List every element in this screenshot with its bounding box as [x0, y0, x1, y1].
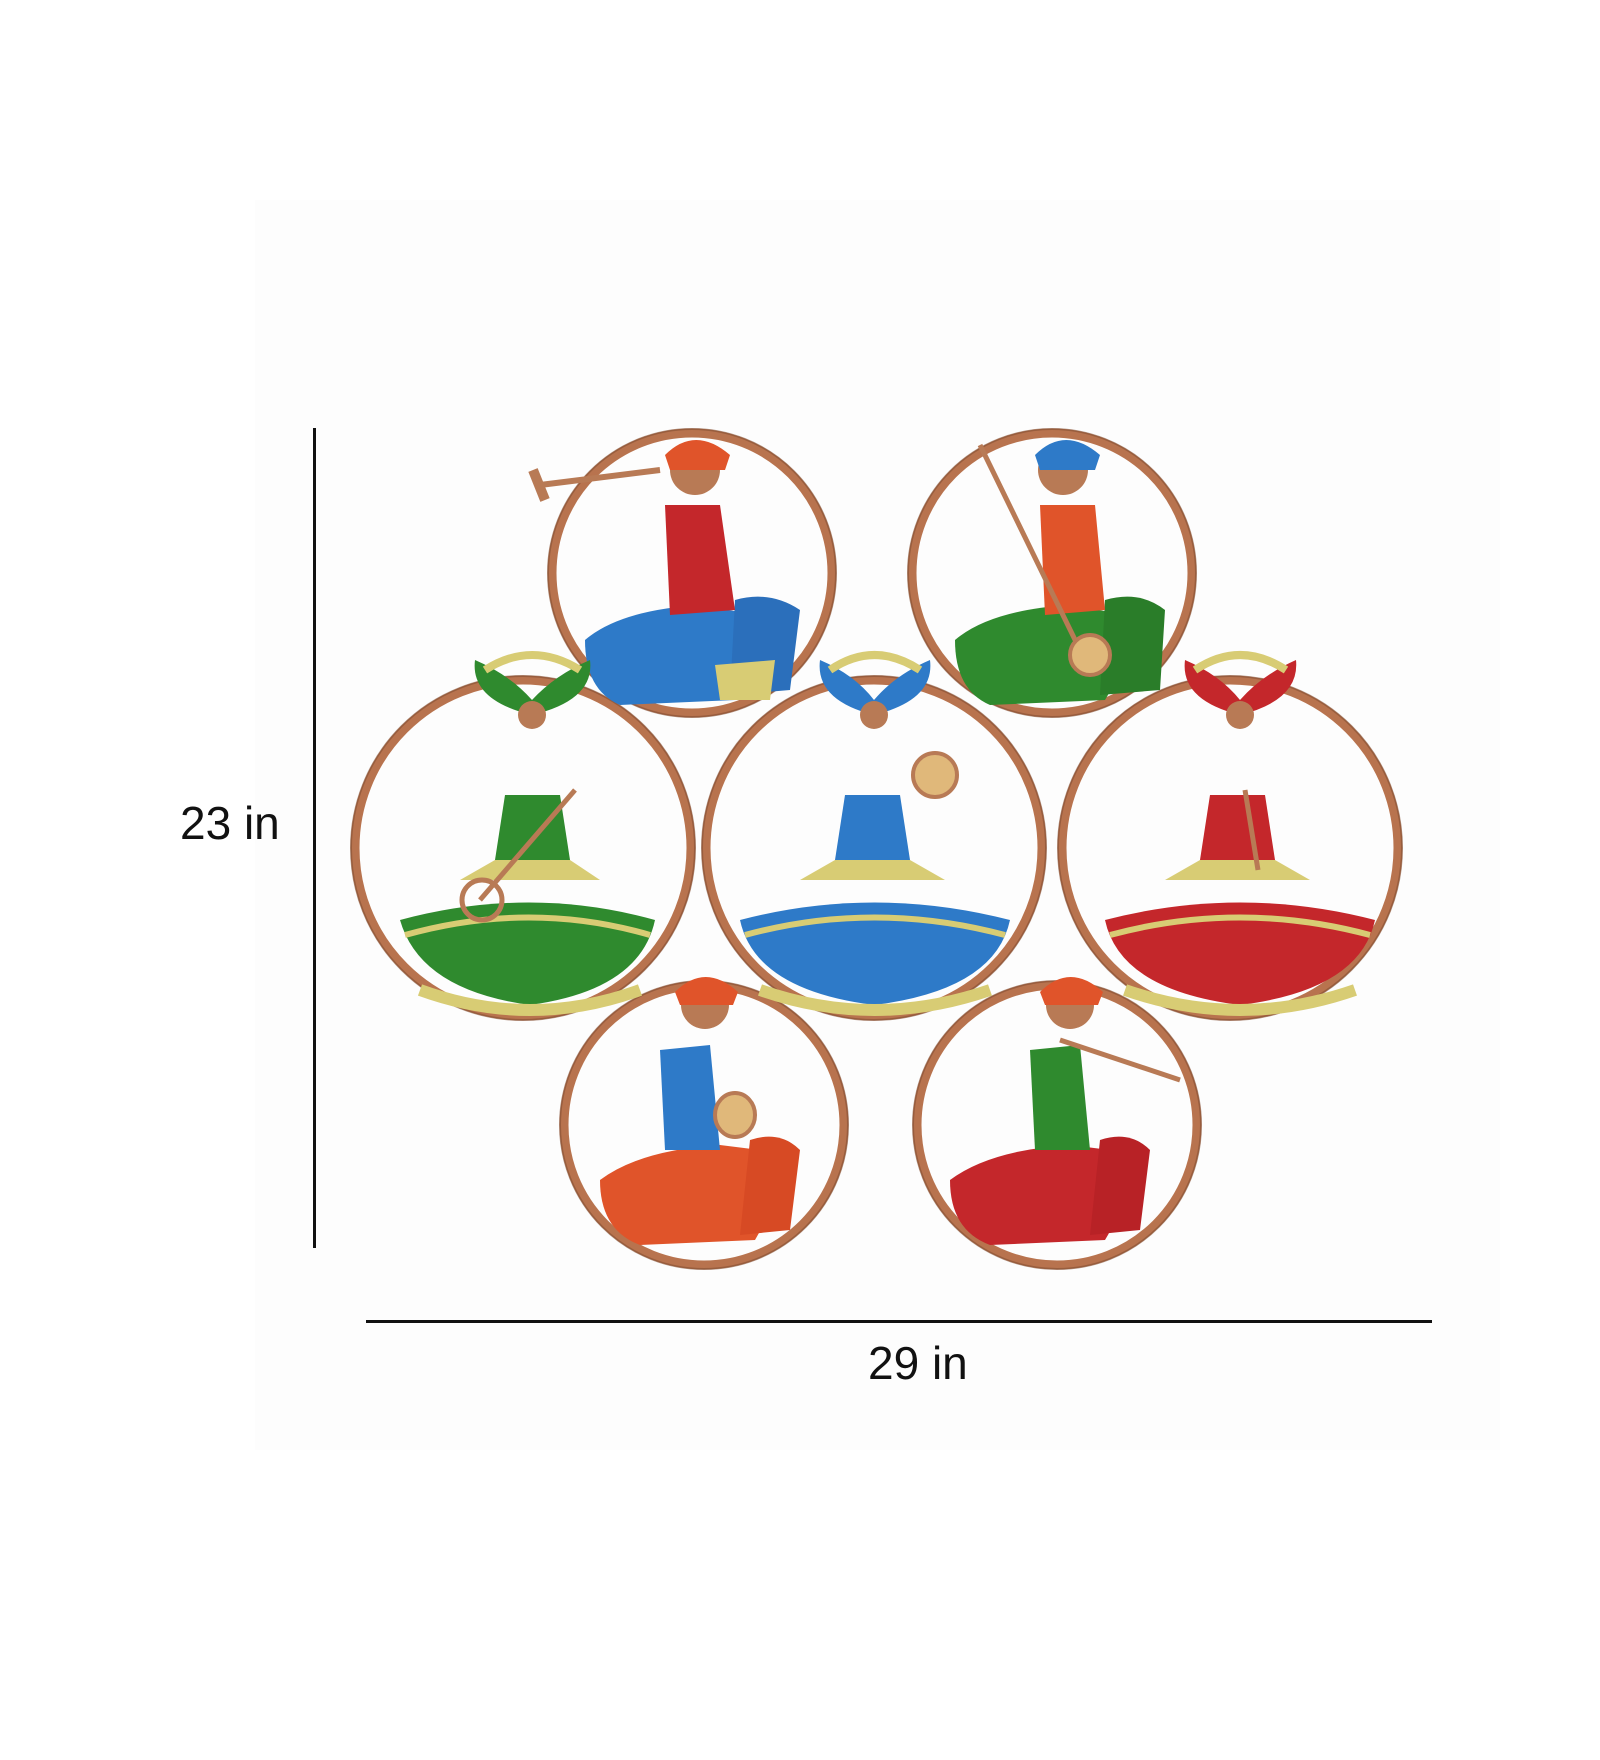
drummer-figure [600, 977, 800, 1245]
height-dimension-label: 23 in [180, 797, 280, 849]
trumpet-player-figure [528, 440, 800, 705]
ring-top-right [907, 428, 1197, 718]
string-player-figure [955, 440, 1165, 705]
green-dancer-figure [400, 651, 655, 1016]
width-dimension-label: 29 in [868, 1337, 968, 1389]
width-dimension-line [366, 1320, 1432, 1323]
height-dimension-line [313, 428, 316, 1248]
copper-rings [350, 428, 1403, 1270]
ring-middle-left [350, 675, 696, 1021]
ring-top-left [547, 428, 837, 718]
flute-player-figure [950, 977, 1181, 1245]
ring-middle-right [1057, 675, 1403, 1021]
red-dancer-figure [1105, 651, 1375, 1016]
blue-dancer-figure [740, 651, 1010, 1016]
